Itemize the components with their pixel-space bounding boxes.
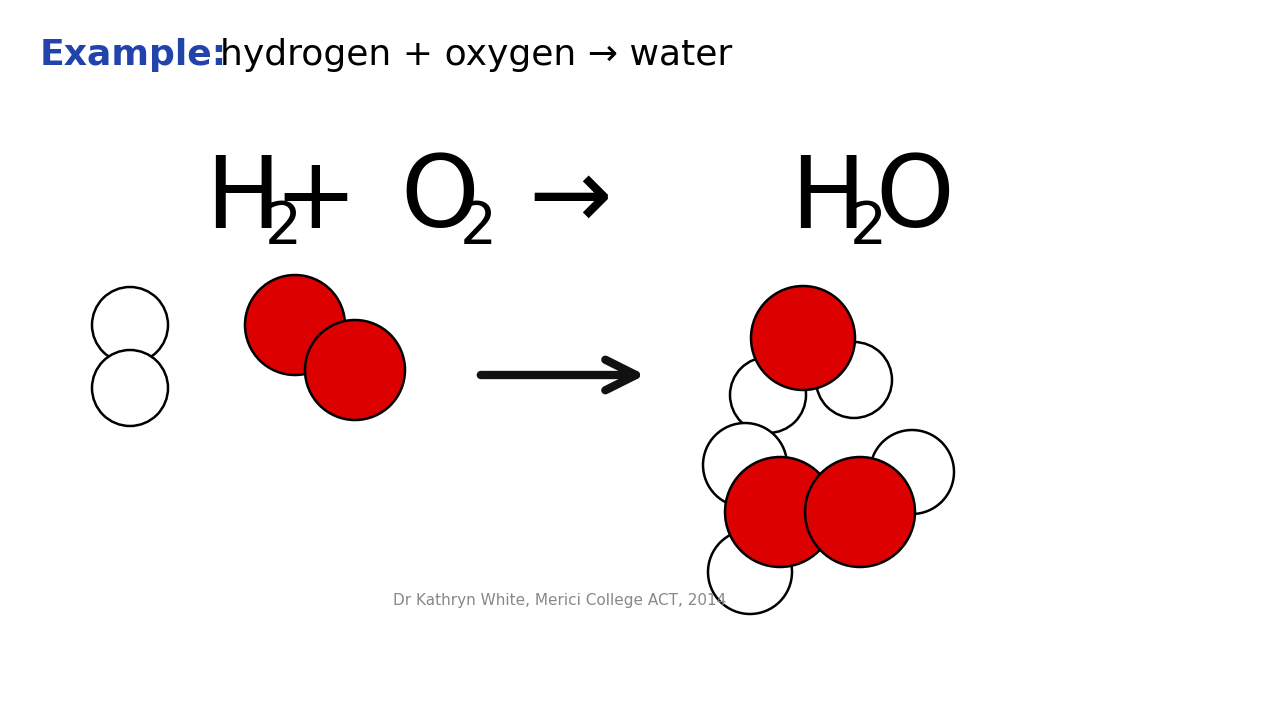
Circle shape — [708, 530, 792, 614]
Text: 2: 2 — [265, 199, 302, 256]
Circle shape — [305, 320, 404, 420]
Text: →: → — [529, 151, 612, 248]
Circle shape — [805, 457, 915, 567]
Text: H: H — [205, 151, 280, 248]
Circle shape — [817, 342, 892, 418]
Circle shape — [92, 287, 168, 363]
Text: O: O — [399, 151, 479, 248]
Text: H: H — [790, 151, 865, 248]
Text: hydrogen + oxygen → water: hydrogen + oxygen → water — [220, 38, 732, 72]
Text: 2: 2 — [850, 199, 887, 256]
Circle shape — [724, 457, 835, 567]
Text: Dr Kathryn White, Merici College ACT, 2014: Dr Kathryn White, Merici College ACT, 20… — [393, 593, 727, 608]
Text: Example:: Example: — [40, 38, 227, 72]
Text: +: + — [273, 151, 357, 248]
Circle shape — [92, 350, 168, 426]
Circle shape — [730, 357, 806, 433]
Text: 2: 2 — [460, 199, 497, 256]
Text: O: O — [876, 151, 954, 248]
Circle shape — [751, 286, 855, 390]
Circle shape — [703, 423, 787, 507]
Circle shape — [244, 275, 346, 375]
Circle shape — [870, 430, 954, 514]
